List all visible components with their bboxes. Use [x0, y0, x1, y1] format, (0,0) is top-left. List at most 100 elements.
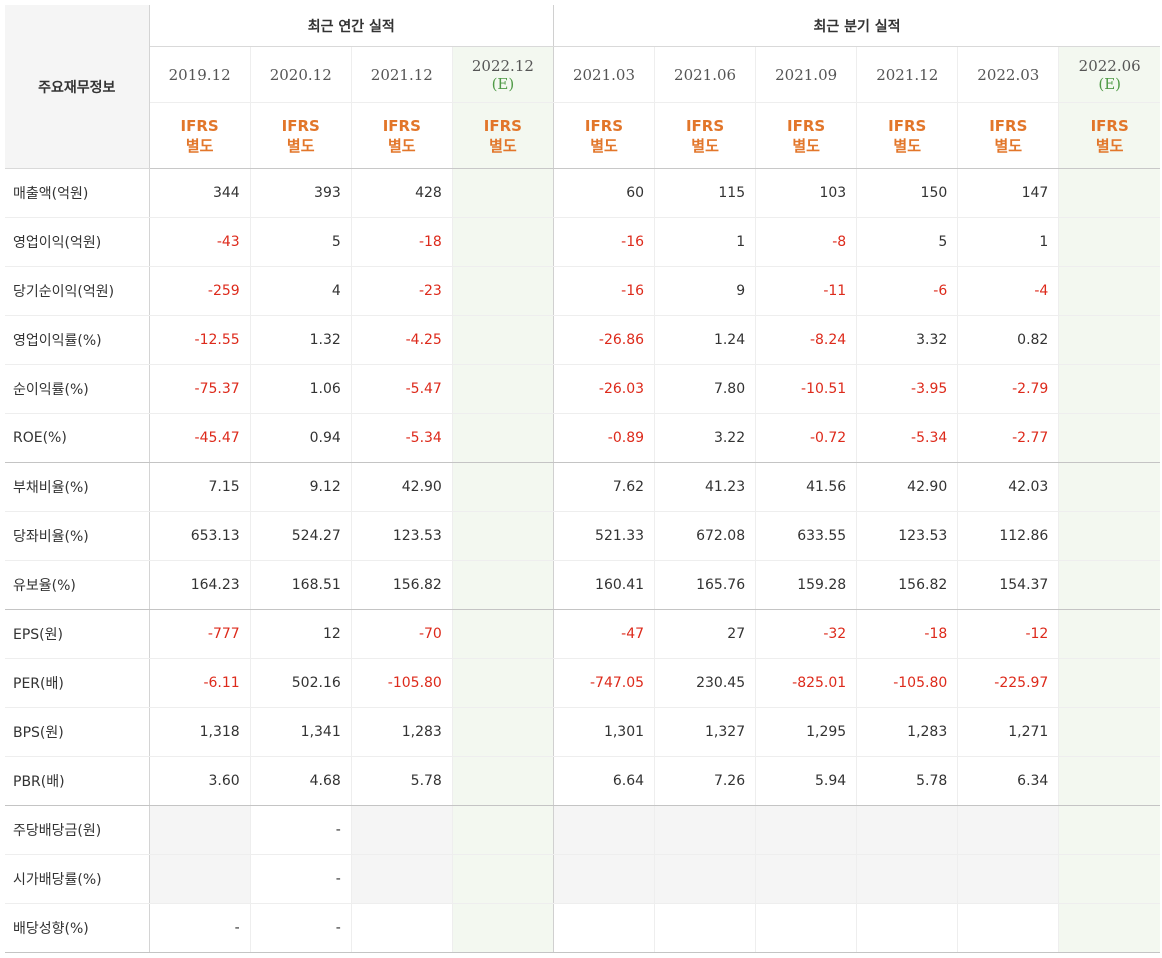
value-cell: -105.80 [856, 658, 959, 708]
value-cell: -4 [957, 266, 1060, 316]
value-cell: 1,327 [654, 707, 757, 757]
quarter-section-header: 최근 분기 실적 [553, 5, 1160, 47]
value-cell [149, 854, 251, 904]
value-cell: 3.32 [856, 315, 959, 365]
value-cell: 160.41 [553, 560, 656, 610]
row-label: 부채비율(%) [5, 462, 150, 512]
value-cell: -3.95 [856, 364, 959, 414]
value-cell: 9.12 [250, 462, 352, 512]
value-cell [1058, 266, 1160, 316]
value-cell: 4 [250, 266, 352, 316]
row-label: 시가배당률(%) [5, 854, 150, 904]
period-header: 2022.03 [957, 46, 1060, 103]
value-cell [1058, 805, 1160, 855]
value-cell [452, 217, 554, 267]
annual-section-header: 최근 연간 실적 [149, 5, 554, 47]
value-cell [654, 903, 757, 953]
value-cell: 521.33 [553, 511, 656, 561]
value-cell: -45.47 [149, 413, 251, 463]
row-label: BPS(원) [5, 707, 150, 757]
period-date: 2022.06 [1078, 56, 1141, 75]
value-cell: -5.47 [351, 364, 453, 414]
estimate-mark: (E) [1098, 74, 1121, 93]
value-cell [1058, 462, 1160, 512]
row-label: 영업이익률(%) [5, 315, 150, 365]
standard-separate: 별도 [691, 136, 719, 155]
table-row: BPS(원) 1,318 1,341 1,283 1,301 1,327 1,295 1,28… [5, 707, 1160, 757]
table-row: 당기순이익(억원) -259 4 -23 -16 9 -11 -6 -4 [5, 266, 1160, 316]
value-cell: -12 [957, 609, 1060, 659]
value-cell: -16 [553, 217, 656, 267]
value-cell: 5.78 [856, 756, 959, 806]
value-cell: 168.51 [250, 560, 352, 610]
period-header: 2020.12 [250, 46, 352, 103]
accounting-standard-label: IFRS 별도 [957, 102, 1060, 169]
value-cell [1058, 560, 1160, 610]
value-cell: 7.15 [149, 462, 251, 512]
period-date: 2021.06 [674, 65, 737, 84]
value-cell: 5 [250, 217, 352, 267]
standard-ifrs: IFRS [281, 116, 320, 135]
value-cell: 633.55 [755, 511, 858, 561]
value-cell: -259 [149, 266, 251, 316]
value-cell: 5 [856, 217, 959, 267]
accounting-standard-label: IFRS 별도 [250, 102, 352, 169]
standard-separate: 별도 [489, 136, 517, 155]
table-row: 매출액(억원) 344 393 428 60 115 103 150 147 [5, 168, 1160, 218]
value-cell: 1,295 [755, 707, 858, 757]
standard-separate: 별도 [1095, 136, 1124, 155]
value-cell: 524.27 [250, 511, 352, 561]
value-cell [452, 854, 554, 904]
value-cell [452, 805, 554, 855]
row-label: 영업이익(억원) [5, 217, 150, 267]
value-cell [452, 903, 554, 953]
value-cell: 0.94 [250, 413, 352, 463]
value-cell [856, 805, 959, 855]
value-cell: -5.34 [351, 413, 453, 463]
value-cell: -2.79 [957, 364, 1060, 414]
accounting-standard-label: IFRS 별도 [452, 102, 554, 169]
value-cell: 27 [654, 609, 757, 659]
value-cell: 42.03 [957, 462, 1060, 512]
value-cell: - [250, 903, 352, 953]
value-cell: 6.34 [957, 756, 1060, 806]
value-cell [1058, 658, 1160, 708]
value-cell: -47 [553, 609, 656, 659]
value-cell: -747.05 [553, 658, 656, 708]
value-cell: -75.37 [149, 364, 251, 414]
row-label: EPS(원) [5, 609, 150, 659]
value-cell: -70 [351, 609, 453, 659]
standard-separate: 별도 [286, 136, 315, 155]
value-cell [351, 903, 453, 953]
period-header: 2021.09 [755, 46, 858, 103]
value-cell: -12.55 [149, 315, 251, 365]
value-cell [755, 854, 858, 904]
value-cell: 4.68 [250, 756, 352, 806]
value-cell [553, 903, 656, 953]
value-cell: 1,283 [856, 707, 959, 757]
period-header: 2021.06 [654, 46, 757, 103]
period-date: 2021.12 [370, 65, 433, 84]
value-cell: -10.51 [755, 364, 858, 414]
value-cell: -0.72 [755, 413, 858, 463]
table-row: ROE(%) -45.47 0.94 -5.34 -0.89 3.22 -0.72 -5.34… [5, 413, 1160, 463]
value-cell: 12 [250, 609, 352, 659]
value-cell: 672.08 [654, 511, 757, 561]
standard-separate: 별도 [893, 136, 922, 155]
value-cell: -23 [351, 266, 453, 316]
value-cell: 428 [351, 168, 453, 218]
value-cell [1058, 168, 1160, 218]
value-cell [755, 805, 858, 855]
value-cell: 60 [553, 168, 656, 218]
value-cell [452, 413, 554, 463]
value-cell: -105.80 [351, 658, 453, 708]
value-cell: 159.28 [755, 560, 858, 610]
accounting-standard-label: IFRS 별도 [1058, 102, 1160, 169]
accounting-standard-label: IFRS 별도 [654, 102, 757, 169]
value-cell: 1.06 [250, 364, 352, 414]
value-cell [1058, 413, 1160, 463]
accounting-standard-label: IFRS 별도 [755, 102, 858, 169]
value-cell: -26.86 [553, 315, 656, 365]
value-cell: 1.32 [250, 315, 352, 365]
value-cell: 156.82 [856, 560, 959, 610]
